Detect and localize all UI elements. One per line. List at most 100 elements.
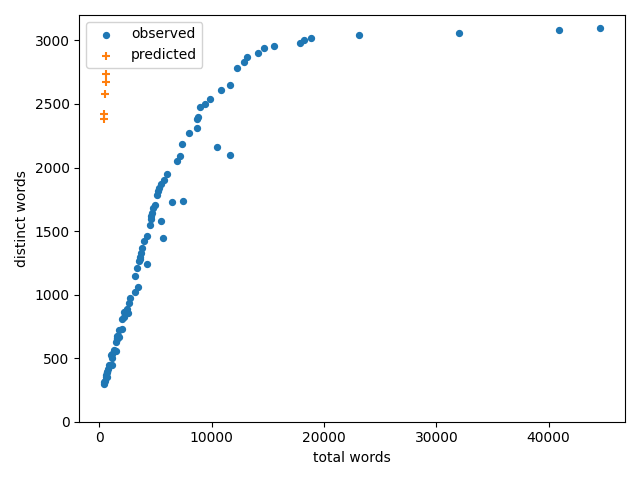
observed	[225, 151, 235, 159]
observed	[354, 32, 364, 39]
observed	[132, 283, 143, 291]
observed	[122, 308, 132, 315]
observed	[269, 42, 279, 49]
observed	[119, 313, 129, 321]
observed	[134, 257, 145, 265]
observed	[101, 371, 111, 378]
observed	[259, 44, 269, 52]
predicted	[100, 78, 111, 85]
Legend: observed, predicted: observed, predicted	[86, 22, 202, 68]
observed	[117, 325, 127, 333]
observed	[157, 234, 168, 241]
observed	[159, 176, 169, 183]
observed	[109, 346, 119, 353]
observed	[99, 380, 109, 388]
observed	[131, 272, 141, 279]
observed	[154, 187, 164, 195]
observed	[102, 369, 112, 376]
observed	[114, 333, 124, 341]
observed	[242, 53, 252, 61]
observed	[113, 333, 123, 340]
observed	[225, 81, 235, 89]
Y-axis label: distinct words: distinct words	[15, 170, 29, 267]
observed	[123, 309, 133, 317]
observed	[148, 204, 158, 212]
observed	[232, 64, 243, 72]
observed	[175, 152, 186, 160]
observed	[112, 334, 122, 342]
observed	[193, 113, 203, 120]
X-axis label: total words: total words	[314, 451, 391, 465]
observed	[156, 217, 166, 225]
observed	[142, 232, 152, 240]
predicted	[100, 90, 110, 98]
observed	[111, 332, 122, 340]
observed	[118, 308, 129, 316]
observed	[154, 185, 164, 192]
observed	[100, 377, 110, 384]
observed	[191, 124, 202, 132]
observed	[184, 130, 194, 137]
observed	[129, 288, 140, 296]
observed	[145, 221, 156, 228]
observed	[192, 115, 202, 123]
observed	[113, 326, 124, 334]
observed	[112, 335, 122, 343]
observed	[306, 34, 316, 42]
observed	[107, 361, 117, 369]
observed	[195, 103, 205, 110]
observed	[104, 361, 114, 369]
observed	[152, 192, 163, 199]
observed	[177, 140, 187, 148]
observed	[111, 338, 121, 346]
observed	[200, 100, 211, 108]
observed	[216, 86, 226, 94]
observed	[99, 379, 109, 386]
observed	[125, 295, 135, 302]
observed	[139, 237, 149, 244]
observed	[156, 180, 166, 188]
predicted	[102, 51, 112, 59]
observed	[178, 197, 188, 204]
observed	[102, 368, 112, 376]
observed	[205, 95, 215, 103]
observed	[102, 365, 113, 373]
predicted	[102, 59, 112, 66]
observed	[137, 244, 147, 252]
observed	[162, 170, 172, 178]
observed	[108, 350, 118, 358]
predicted	[99, 110, 109, 118]
observed	[145, 215, 156, 223]
observed	[166, 198, 177, 205]
predicted	[99, 115, 109, 122]
observed	[554, 26, 564, 34]
observed	[122, 306, 132, 313]
observed	[454, 29, 465, 36]
observed	[172, 157, 182, 165]
observed	[134, 255, 145, 263]
observed	[147, 212, 157, 220]
observed	[141, 261, 152, 268]
observed	[102, 373, 112, 381]
observed	[239, 58, 249, 66]
predicted	[102, 60, 112, 68]
observed	[295, 39, 305, 47]
predicted	[101, 71, 111, 78]
predicted	[102, 39, 113, 47]
observed	[147, 209, 157, 217]
observed	[134, 253, 145, 261]
observed	[100, 373, 111, 381]
observed	[253, 49, 264, 57]
observed	[107, 354, 117, 362]
observed	[132, 264, 142, 272]
observed	[117, 315, 127, 323]
observed	[106, 351, 116, 359]
predicted	[104, 24, 114, 31]
observed	[111, 347, 121, 355]
observed	[299, 36, 309, 44]
observed	[136, 250, 146, 257]
observed	[150, 201, 160, 209]
observed	[595, 24, 605, 32]
observed	[212, 144, 222, 151]
observed	[124, 299, 134, 306]
